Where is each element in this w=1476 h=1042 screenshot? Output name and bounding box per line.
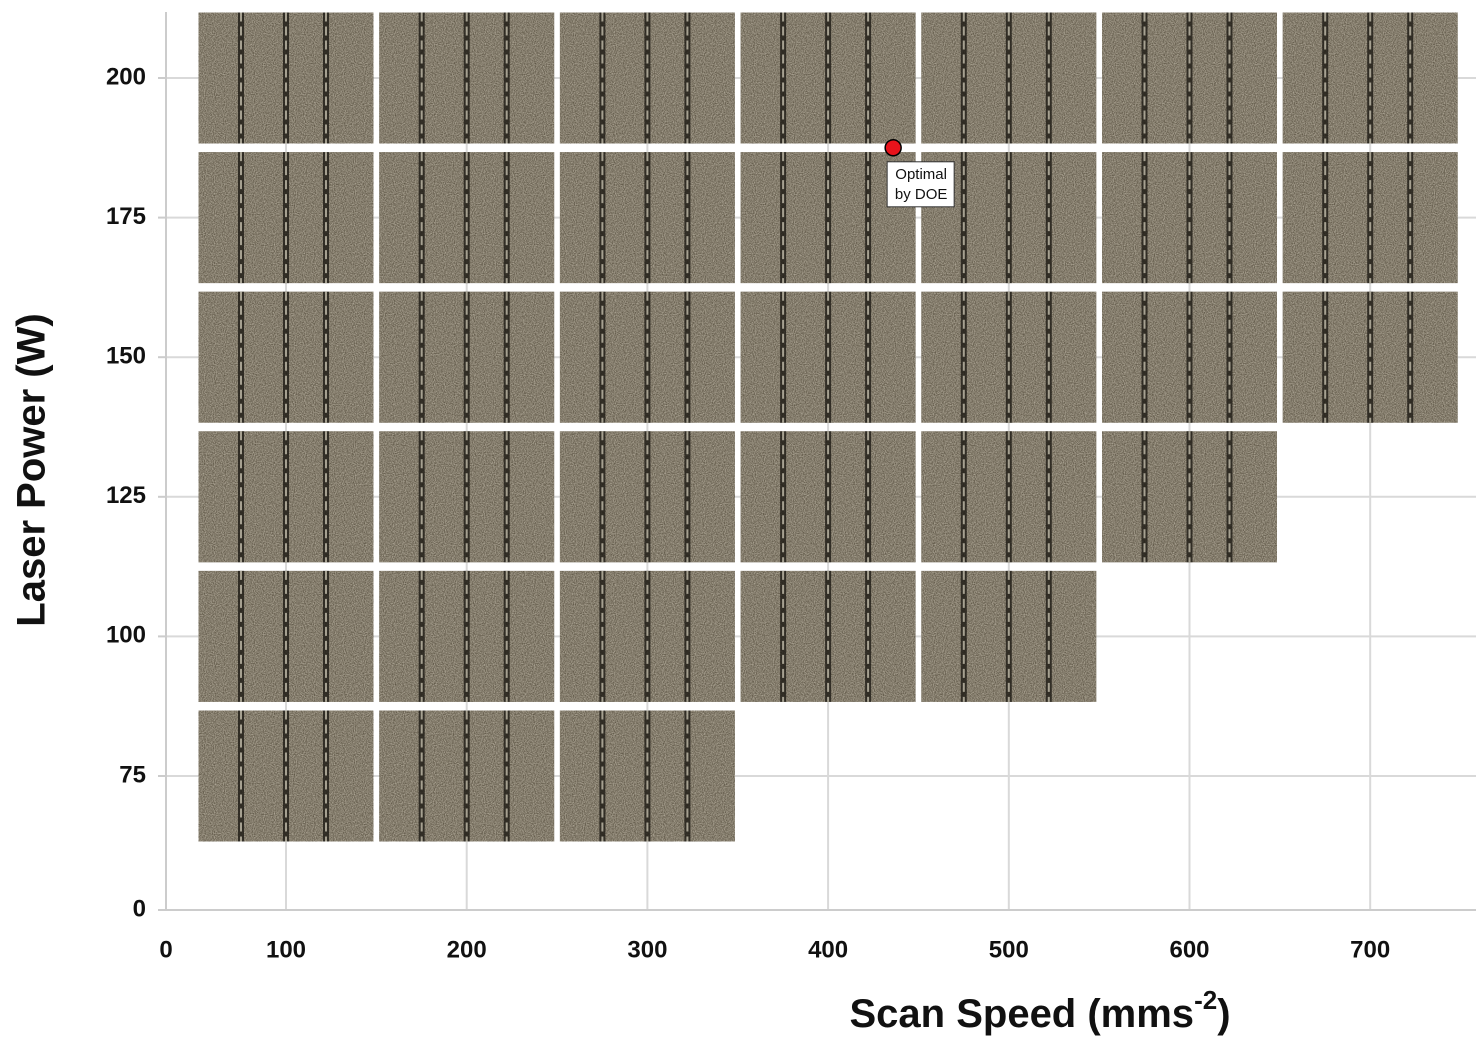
y-axis-title: Laser Power (W): [10, 313, 54, 626]
sample-tile: [1102, 431, 1277, 563]
sample-tile: [1102, 152, 1277, 284]
sample-tile: [921, 570, 1097, 702]
x-tick-label: 700: [1350, 936, 1390, 963]
y-tick-label: 0: [133, 895, 146, 922]
sample-tile: [198, 291, 374, 423]
sample-tile: [379, 12, 555, 144]
sample-tile: [559, 431, 735, 563]
x-tick-label: 0: [159, 936, 172, 963]
sample-tile: [559, 12, 735, 144]
sample-tile: [379, 570, 555, 702]
sample-tile: [1282, 12, 1458, 144]
x-tick-label: 300: [627, 936, 667, 963]
x-axis-title: Scan Speed (mms-2): [849, 985, 1230, 1036]
optimal-point: [884, 139, 902, 157]
sample-tile: [559, 152, 735, 284]
sample-tile: [921, 291, 1097, 423]
sample-tile: [921, 431, 1097, 563]
y-tick-label: 75: [119, 761, 146, 788]
x-title-end: ): [1217, 992, 1230, 1036]
sample-tile: [379, 431, 555, 563]
sample-tile: [740, 291, 916, 423]
optimal-label-box: [886, 161, 955, 208]
sample-tile: [740, 570, 916, 702]
sample-tile: [379, 710, 555, 842]
x-tick-label: 400: [808, 936, 848, 963]
optimal-label: Optimal: [895, 166, 947, 183]
sample-tile: [740, 12, 916, 144]
y-tick-label: 150: [106, 343, 146, 370]
y-tick-label: 200: [106, 63, 146, 90]
sample-tile: [559, 291, 735, 423]
sample-tile: [559, 570, 735, 702]
sample-tile: [198, 152, 374, 284]
x-title-sup: -2: [1194, 985, 1217, 1015]
sample-tile: [559, 710, 735, 842]
x-title-main: Scan Speed (mms: [849, 992, 1194, 1036]
sample-tile: [740, 152, 916, 284]
x-tick-label: 500: [989, 936, 1029, 963]
sample-tile: [1102, 291, 1277, 423]
y-tick-label: 175: [106, 203, 146, 230]
sample-tile: [740, 431, 916, 563]
sample-tile: [379, 152, 555, 284]
axes: 0 100 200 300 400 500 600 700 0 75 100 125 150 175 200…: [106, 12, 1476, 963]
optimal-label: by DOE: [895, 186, 948, 203]
sample-tile: [1282, 291, 1458, 423]
y-tick-label: 125: [106, 482, 146, 509]
sample-tile: [198, 710, 374, 842]
x-tick-label: 600: [1169, 936, 1209, 963]
sample-tile: [1282, 152, 1458, 284]
sample-tile: [198, 431, 374, 563]
sample-tile: [379, 291, 555, 423]
x-tick-label: 200: [447, 936, 487, 963]
sample-tile: [921, 12, 1097, 144]
x-tick-label: 100: [266, 936, 306, 963]
sample-tile: [198, 570, 374, 702]
sample-tile: [198, 12, 374, 144]
y-tick-label: 100: [106, 622, 146, 649]
sample-tile: [1102, 12, 1277, 144]
